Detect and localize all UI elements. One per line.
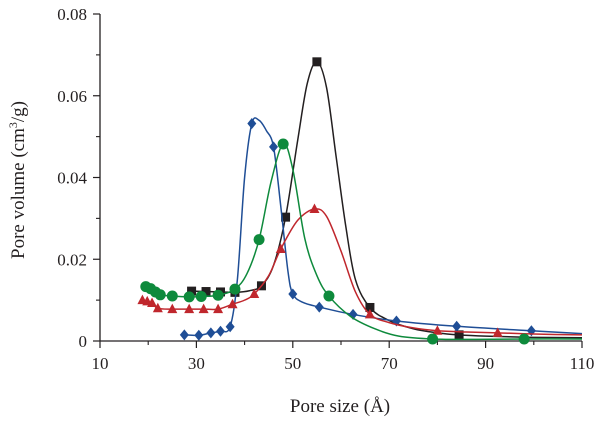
data-point-diamond <box>269 141 279 153</box>
data-point-triangle <box>167 303 178 314</box>
data-point-square <box>454 330 464 340</box>
data-point-square <box>201 287 211 297</box>
data-point-circle <box>154 289 166 301</box>
data-point-circle <box>253 234 265 246</box>
data-point-circle <box>195 290 207 302</box>
data-point-diamond <box>194 329 204 341</box>
data-point-circle <box>212 289 224 301</box>
data-point-triangle <box>364 308 375 319</box>
data-point-triangle <box>309 203 320 213</box>
data-point-diamond <box>452 320 462 332</box>
data-point-diamond <box>206 327 216 339</box>
data-point-circle <box>183 291 195 303</box>
series-line-square <box>191 61 583 339</box>
series-line-diamond <box>184 117 583 337</box>
data-point-square <box>187 286 197 296</box>
data-point-square <box>312 57 322 67</box>
data-point-diamond <box>225 321 235 333</box>
data-point-diamond <box>179 329 189 341</box>
data-point-diamond <box>247 118 257 130</box>
data-point-circle <box>277 138 289 150</box>
x-tick-label: 30 <box>188 354 205 373</box>
data-point-triangle <box>275 243 286 254</box>
y-tick-label: 0.04 <box>57 169 87 188</box>
data-point-triangle <box>152 302 163 313</box>
y-tick-label: 0 <box>79 332 88 351</box>
series-circle <box>140 138 583 345</box>
y-axis-title-main: Pore volume (cm <box>8 128 29 259</box>
data-point-circle <box>518 333 530 345</box>
x-tick-label: 90 <box>477 354 494 373</box>
axes: 10 30 50 70 90 110 0 0.02 0.04 0.06 0.08 <box>57 5 594 373</box>
data-point-triangle <box>249 288 260 298</box>
data-point-triangle <box>492 327 503 337</box>
x-tick-label: 110 <box>570 354 595 373</box>
data-point-triangle <box>213 303 224 314</box>
series-square <box>187 57 583 340</box>
data-point-circle <box>427 333 439 345</box>
series-diamond <box>179 117 583 341</box>
data-point-circle <box>166 290 178 302</box>
data-point-triangle <box>432 325 443 335</box>
y-axis-title-tail: /g) <box>8 101 29 122</box>
x-tick-label: 10 <box>92 354 109 373</box>
data-point-square <box>281 212 291 222</box>
data-point-triangle <box>227 298 238 309</box>
data-point-circle <box>229 283 241 295</box>
y-tick-label: 0.02 <box>57 250 87 269</box>
series-layer <box>137 57 583 345</box>
y-tick-label: 0.06 <box>57 87 87 106</box>
data-point-triangle <box>198 303 209 314</box>
data-point-diamond <box>216 325 225 337</box>
x-tick-label: 70 <box>381 354 398 373</box>
x-axis-title: Pore size (Å) <box>290 396 390 417</box>
series-triangle <box>137 203 583 337</box>
data-point-circle <box>323 290 335 302</box>
y-tick-label: 0.08 <box>57 5 87 24</box>
y-axis-title-superscript: 3 <box>6 122 20 128</box>
data-point-diamond <box>314 301 324 313</box>
data-point-square <box>365 302 375 312</box>
data-point-triangle <box>147 297 158 307</box>
x-tick-label: 50 <box>284 354 301 373</box>
data-point-triangle <box>184 303 195 314</box>
y-axis-title: Pore volume (cm3/g) <box>6 101 29 259</box>
data-point-diamond <box>288 288 298 300</box>
